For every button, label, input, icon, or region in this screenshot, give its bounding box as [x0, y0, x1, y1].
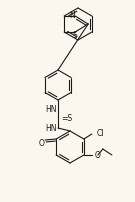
Text: Cl: Cl: [97, 129, 104, 138]
Text: O: O: [38, 139, 44, 148]
Text: S: S: [72, 31, 77, 40]
Text: =S: =S: [61, 114, 73, 123]
Text: O: O: [95, 150, 101, 159]
Text: HN: HN: [46, 123, 57, 132]
Text: HN: HN: [46, 104, 57, 114]
Text: N: N: [69, 11, 75, 20]
